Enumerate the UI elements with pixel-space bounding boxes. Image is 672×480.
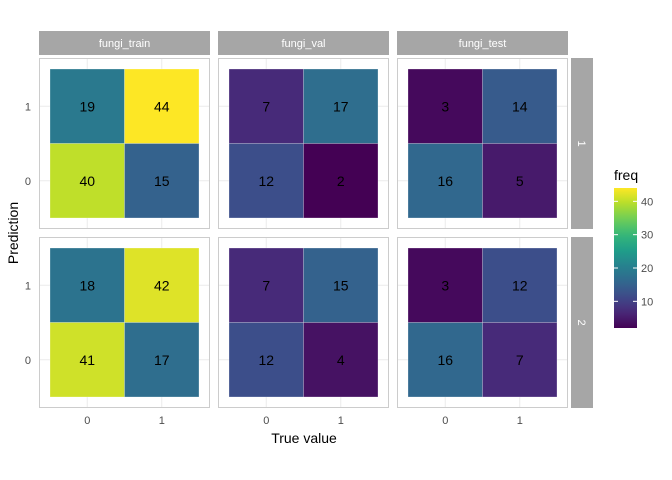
cell-value-label: 2: [337, 173, 345, 189]
strip-label: fungi_train: [99, 38, 150, 50]
legend-tick-label: 30: [641, 230, 653, 242]
legend-tick-label: 10: [641, 296, 653, 308]
legend-tick-label: 20: [641, 263, 653, 275]
heatmap-cell: [303, 143, 379, 219]
cell-value-label: 3: [441, 98, 449, 114]
x-tick-label: 1: [159, 415, 165, 427]
strip-background: [218, 31, 389, 55]
heatmap-cell: [124, 143, 200, 219]
cell-value-label: 18: [79, 277, 95, 293]
cell-value-label: 5: [516, 173, 524, 189]
heatmap-cell: [49, 247, 125, 323]
facet-strip-fungi_val: fungi_val: [218, 31, 389, 55]
y-tick-label: 0: [25, 176, 31, 188]
cell-value-label: 3: [441, 277, 449, 293]
heatmap-cell: [482, 143, 558, 219]
x-tick-label: 1: [517, 415, 523, 427]
x-tick-label: 0: [263, 415, 269, 427]
panel-border: [397, 237, 568, 408]
cell-value-label: 17: [154, 352, 170, 368]
panel-border: [39, 58, 210, 229]
panel-border: [218, 58, 389, 229]
cell-value-label: 7: [516, 352, 524, 368]
cell-value-label: 12: [258, 173, 274, 189]
heatmap-cell: [303, 247, 379, 323]
heatmap-cell: [482, 68, 558, 144]
cell-value-label: 16: [437, 352, 453, 368]
strip-label: fungi_test: [459, 38, 507, 50]
cell-value-label: 44: [154, 98, 170, 114]
heatmap-cell: [482, 247, 558, 323]
y-tick-label: 1: [25, 101, 31, 113]
legend-tick-label: 40: [641, 196, 653, 208]
panel-fungi_test-1: 3 14 16 5: [397, 58, 568, 229]
facet-strip-fungi_test: fungi_test: [397, 31, 568, 55]
cell-value-label: 4: [337, 352, 345, 368]
heatmap-cell: [124, 247, 200, 323]
cell-value-label: 7: [262, 98, 270, 114]
x-tick-label: 1: [338, 415, 344, 427]
y-tick-label: 0: [25, 355, 31, 367]
x-tick-label: 0: [84, 415, 90, 427]
strip-label: 2: [575, 319, 587, 325]
heatmap-cell: [49, 143, 125, 219]
heatmap-cell: [228, 322, 304, 398]
heatmap-cell: [228, 143, 304, 219]
cell-value-label: 41: [79, 352, 95, 368]
strip-background: [39, 31, 210, 55]
heatmap-cell: [228, 247, 304, 323]
cell-value-label: 15: [154, 173, 170, 189]
panel-fungi_train-2: 18 42 41 17: [39, 237, 210, 408]
legend: freq 10 20 30 40: [614, 167, 653, 328]
facet-strip-row-2: 2: [571, 237, 593, 408]
panel-fungi_val-1: 7 17 12 2: [218, 58, 389, 229]
cell-value-label: 7: [262, 277, 270, 293]
heatmap-cell: [124, 68, 200, 144]
cell-value-label: 16: [437, 173, 453, 189]
heatmap-cell: [303, 322, 379, 398]
cell-value-label: 40: [79, 173, 95, 189]
cell-value-label: 12: [258, 352, 274, 368]
facet-strip-fungi_train: fungi_train: [39, 31, 210, 55]
panel-border: [39, 237, 210, 408]
facet-strip-row-1: 1: [571, 58, 593, 229]
heatmap-cell: [124, 322, 200, 398]
cell-value-label: 19: [79, 98, 95, 114]
strip-label: fungi_val: [281, 38, 325, 50]
strip-background: [571, 237, 593, 408]
panel-border: [218, 237, 389, 408]
strip-background: [571, 58, 593, 229]
cell-value-label: 17: [333, 98, 349, 114]
legend-colorbar: [614, 188, 637, 328]
y-axis-title: Prediction: [5, 202, 21, 264]
panel-fungi_test-2: 3 12 16 7: [397, 237, 568, 408]
heatmap-cell: [303, 68, 379, 144]
panel-fungi_val-2: 7 15 12 4: [218, 237, 389, 408]
legend-title: freq: [614, 167, 638, 183]
heatmap-cell: [407, 247, 483, 323]
panel-fungi_train-1: 19 44 40 15: [39, 58, 210, 229]
panel-border: [397, 58, 568, 229]
heatmap-cell: [49, 322, 125, 398]
y-tick-label: 1: [25, 280, 31, 292]
cell-value-label: 42: [154, 277, 170, 293]
x-axis-title: True value: [271, 430, 337, 446]
cell-value-label: 15: [333, 277, 349, 293]
heatmap-cell: [407, 322, 483, 398]
strip-background: [397, 31, 568, 55]
heatmap-cell: [482, 322, 558, 398]
heatmap-cell: [407, 143, 483, 219]
heatmap-cell: [407, 68, 483, 144]
x-tick-label: 0: [442, 415, 448, 427]
cell-value-label: 12: [512, 277, 528, 293]
heatmap-cell: [228, 68, 304, 144]
strip-label: 1: [575, 140, 587, 146]
cell-value-label: 14: [512, 98, 528, 114]
